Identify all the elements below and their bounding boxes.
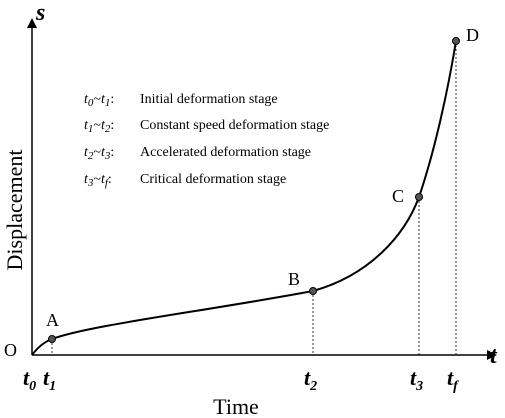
legend-range: t0~t1: <box>84 92 114 109</box>
legend-text: Initial deformation stage <box>140 92 278 107</box>
range-symbol: t <box>101 145 106 160</box>
legend-range: t2~t3: <box>84 145 114 162</box>
legend-range: t1~t2: <box>84 118 114 135</box>
range-sub: 1 <box>105 97 111 109</box>
x-label: Time <box>213 394 259 418</box>
range-sub: 0 <box>88 97 94 109</box>
tick-subscript: 3 <box>415 379 423 394</box>
tick-subscript: f <box>453 379 459 394</box>
tick-label: tf <box>447 365 459 394</box>
legend-text: Constant speed deformation stage <box>140 118 329 133</box>
tick-symbol: t <box>43 365 50 390</box>
tick-symbol: t <box>447 365 454 390</box>
range-colon: : <box>110 118 114 133</box>
range-colon: : <box>110 145 114 160</box>
tick-label: t1 <box>43 365 56 394</box>
range-colon: : <box>108 172 112 187</box>
point-label: C <box>392 186 404 206</box>
tick-symbol: t <box>23 365 30 390</box>
tick-labels: t0 t1 t2 t3 tf <box>23 365 459 394</box>
tick-label: t3 <box>410 365 423 394</box>
range-symbol: t <box>84 172 89 187</box>
range-colon: : <box>110 92 114 107</box>
range-sub: 2 <box>88 150 94 162</box>
range-sub: 1 <box>88 123 94 135</box>
tick-label: t0 <box>23 365 36 394</box>
range-sub: f <box>105 177 110 189</box>
range-symbol: t <box>84 145 89 160</box>
x-symbol: t <box>490 343 498 369</box>
range-sep: ~ <box>93 145 101 160</box>
point-label: D <box>466 25 479 45</box>
range-sep: ~ <box>93 118 101 133</box>
range-sub: 3 <box>87 177 94 189</box>
legend-text: Accelerated deformation stage <box>140 145 311 160</box>
y-label: Displacement <box>2 150 27 271</box>
point-labels: A B C D <box>46 25 479 330</box>
range-symbol: t <box>101 92 106 107</box>
point-label: B <box>288 269 300 289</box>
tick-subscript: 2 <box>309 379 317 394</box>
range-sep: ~ <box>93 92 101 107</box>
legend-text: Critical deformation stage <box>140 172 286 187</box>
tick-subscript: 1 <box>49 379 56 394</box>
range-symbol: t <box>84 92 89 107</box>
range-symbol: t <box>101 172 106 187</box>
point-label: A <box>46 310 59 330</box>
curve-points <box>48 37 460 343</box>
range-sub: 2 <box>105 123 111 135</box>
legend-range: t3~tf: <box>84 172 112 189</box>
guide-lines <box>51 41 457 355</box>
tick-label: t2 <box>304 365 317 394</box>
tick-subscript: 0 <box>29 379 36 394</box>
y-symbol: s <box>35 0 45 26</box>
tick-symbol: t <box>410 365 417 390</box>
range-sub: 3 <box>104 150 111 162</box>
tick-symbol: t <box>304 365 311 390</box>
origin-label: O <box>4 340 17 360</box>
range-symbol: t <box>101 118 106 133</box>
range-sep: ~ <box>93 172 101 187</box>
range-symbol: t <box>84 118 89 133</box>
